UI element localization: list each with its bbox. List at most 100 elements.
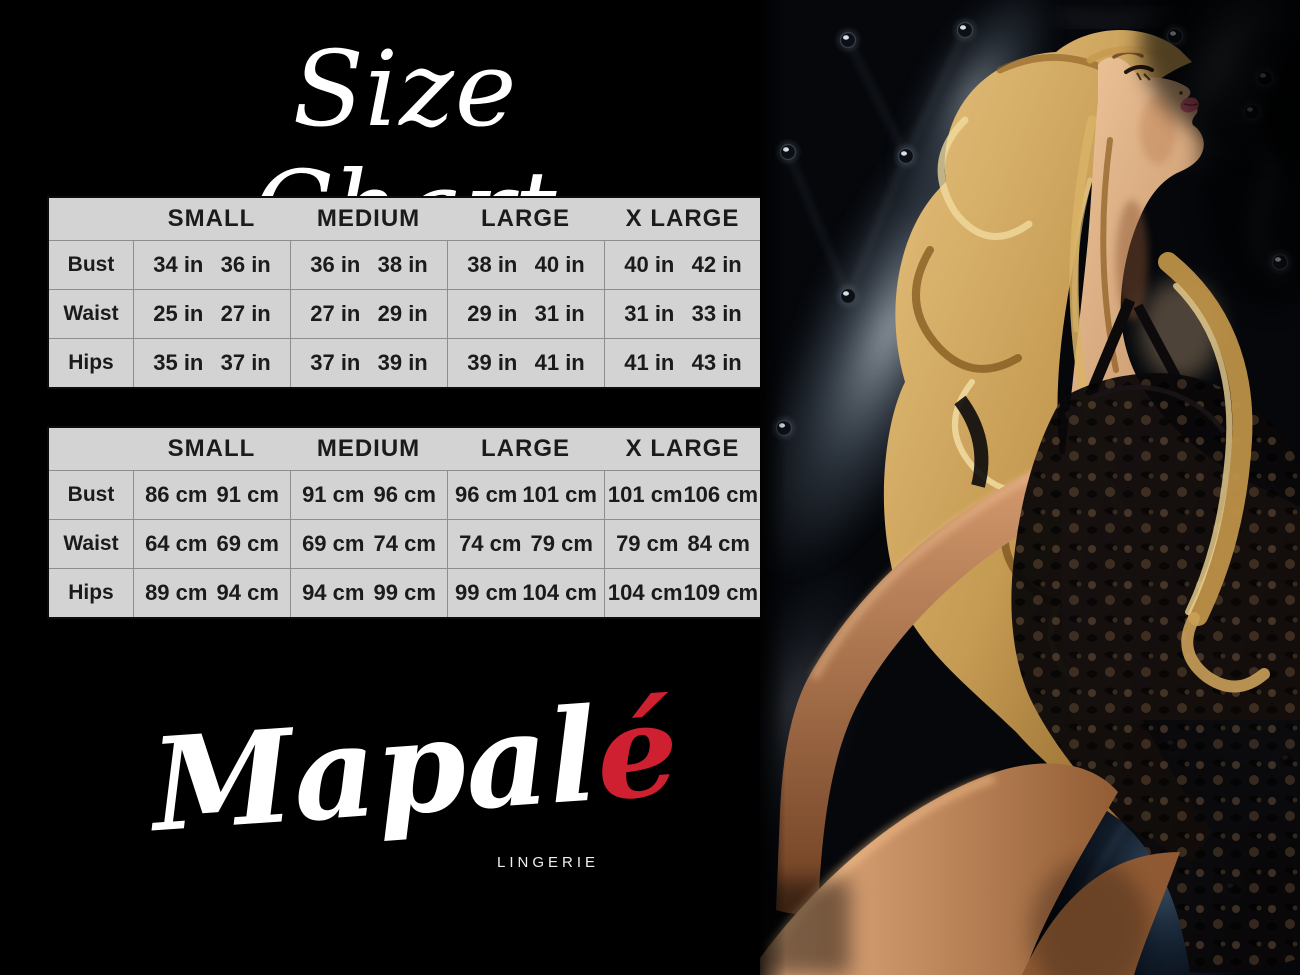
measurement-value: 35 in	[153, 350, 204, 375]
measurement-value: 104 cm	[522, 580, 597, 605]
measurement-value: 109 cm	[683, 580, 759, 605]
measurement-value: 36 in	[310, 252, 361, 277]
measurement-label: Hips	[68, 351, 114, 374]
measurement-value: 38 in	[467, 252, 518, 277]
measurement-value: 36 in	[220, 252, 271, 277]
measurement-value: 104 cm	[607, 580, 683, 605]
measurement-value: 37 in	[220, 350, 271, 375]
size-range-cell: 69 cm 74 cm	[290, 520, 447, 568]
measurement-value: 89 cm	[145, 580, 208, 605]
measurement-value: 99 cm	[454, 580, 518, 605]
measurement-value: 31 in	[534, 301, 585, 326]
table-row: Hips 89 cm 94 cm 94 cm 99 cm 99 cm 104 cm 104 c…	[49, 568, 761, 617]
size-range-cell: 89 cm 94 cm	[133, 569, 290, 617]
brand-subtitle: LINGERIE	[497, 854, 600, 871]
measurement-value: 38 in	[377, 252, 428, 277]
measurement-value: 79 cm	[616, 531, 679, 556]
measurement-value: 79 cm	[530, 531, 593, 556]
measurement-value: 33 in	[691, 301, 742, 326]
measurement-value: 96 cm	[454, 482, 518, 507]
size-range-cell: 39 in 41 in	[447, 339, 604, 387]
hair-right-locks	[1158, 252, 1270, 693]
size-range-cell: 35 in 37 in	[133, 339, 290, 387]
size-range-cell: 101 cm 106 cm	[604, 471, 761, 519]
size-range-cell: 41 in 43 in	[604, 339, 761, 387]
corner-shadow	[1140, 0, 1300, 160]
table-header-row: SMALL MEDIUM LARGE X LARGE	[49, 428, 761, 471]
measurement-value: 74 cm	[373, 531, 436, 556]
measurement-value: 29 in	[377, 301, 428, 326]
measurement-label: Bust	[67, 483, 115, 506]
measurement-label: Waist	[63, 302, 119, 325]
size-range-cell: 27 in 29 in	[290, 290, 447, 338]
measurement-value: 43 in	[691, 350, 742, 375]
size-range-cell: 64 cm 69 cm	[133, 520, 290, 568]
table-header-row: SMALL MEDIUM LARGE X LARGE	[49, 198, 761, 241]
size-table-centimeters: SMALL MEDIUM LARGE X LARGE Bust 86 cm 91 cm 91 …	[47, 426, 763, 619]
size-range-cell: 36 in 38 in	[290, 241, 447, 289]
bra-cup-edge	[1088, 384, 1227, 434]
photo-left-edge-fade	[760, 0, 786, 975]
measurement-value: 69 cm	[302, 531, 365, 556]
measurement-value: 41 in	[534, 350, 585, 375]
size-column-header: X LARGE	[625, 435, 740, 462]
measurement-value: 39 in	[377, 350, 428, 375]
size-range-cell: 74 cm 79 cm	[447, 520, 604, 568]
measurement-value: 94 cm	[302, 580, 365, 605]
model-photo	[760, 0, 1300, 975]
measurement-value: 96 cm	[373, 482, 436, 507]
brand-logo: Mapalé	[146, 675, 685, 861]
measurement-value: 94 cm	[216, 580, 279, 605]
measurement-value: 31 in	[624, 301, 675, 326]
measurement-value: 84 cm	[687, 531, 750, 556]
size-column-header: X LARGE	[625, 205, 740, 232]
size-range-cell: 86 cm 91 cm	[133, 471, 290, 519]
size-column-header: LARGE	[481, 205, 570, 232]
size-range-cell: 40 in 42 in	[604, 241, 761, 289]
table-row: Hips 35 in 37 in 37 in 39 in 39 in 41 in 41 in 4…	[49, 338, 761, 387]
measurement-value: 37 in	[310, 350, 361, 375]
size-range-cell: 79 cm 84 cm	[604, 520, 761, 568]
measurement-label: Waist	[63, 532, 119, 555]
size-range-cell: 99 cm 104 cm	[447, 569, 604, 617]
header-corner	[49, 428, 133, 470]
size-range-cell: 31 in 33 in	[604, 290, 761, 338]
measurement-label: Bust	[67, 253, 115, 276]
size-range-cell: 38 in 40 in	[447, 241, 604, 289]
table-row: Bust 34 in 36 in 36 in 38 in 38 in 40 in 40 in 4…	[49, 241, 761, 289]
measurement-value: 34 in	[153, 252, 204, 277]
measurement-value: 25 in	[153, 301, 204, 326]
size-range-cell: 29 in 31 in	[447, 290, 604, 338]
size-column-header: SMALL	[167, 205, 256, 232]
measurement-value: 86 cm	[145, 482, 208, 507]
size-range-cell: 25 in 27 in	[133, 290, 290, 338]
measurement-value: 99 cm	[373, 580, 436, 605]
brand-accent-letter: é	[591, 674, 684, 831]
size-range-cell: 37 in 39 in	[290, 339, 447, 387]
measurement-value: 27 in	[220, 301, 271, 326]
measurement-value: 101 cm	[607, 482, 683, 507]
size-column-header: SMALL	[167, 435, 256, 462]
measurement-value: 27 in	[310, 301, 361, 326]
size-range-cell: 94 cm 99 cm	[290, 569, 447, 617]
measurement-label: Hips	[68, 581, 114, 604]
measurement-value: 74 cm	[459, 531, 522, 556]
measurement-value: 91 cm	[302, 482, 365, 507]
table-row: Waist 25 in 27 in 27 in 29 in 29 in 31 in 31 in…	[49, 289, 761, 338]
measurement-value: 106 cm	[683, 482, 759, 507]
measurement-value: 41 in	[624, 350, 675, 375]
size-range-cell: 104 cm 109 cm	[604, 569, 761, 617]
size-range-cell: 34 in 36 in	[133, 241, 290, 289]
table-row: Waist 64 cm 69 cm 69 cm 74 cm 74 cm 79 cm 79 cm…	[49, 519, 761, 568]
measurement-value: 42 in	[691, 252, 742, 277]
size-column-header: MEDIUM	[316, 435, 421, 462]
size-column-header: MEDIUM	[316, 205, 421, 232]
size-column-header: LARGE	[481, 435, 570, 462]
measurement-value: 64 cm	[145, 531, 208, 556]
brand-name: Mapal	[146, 680, 602, 862]
size-range-cell: 91 cm 96 cm	[290, 471, 447, 519]
measurement-value: 29 in	[467, 301, 518, 326]
measurement-value: 40 in	[534, 252, 585, 277]
measurement-value: 40 in	[624, 252, 675, 277]
